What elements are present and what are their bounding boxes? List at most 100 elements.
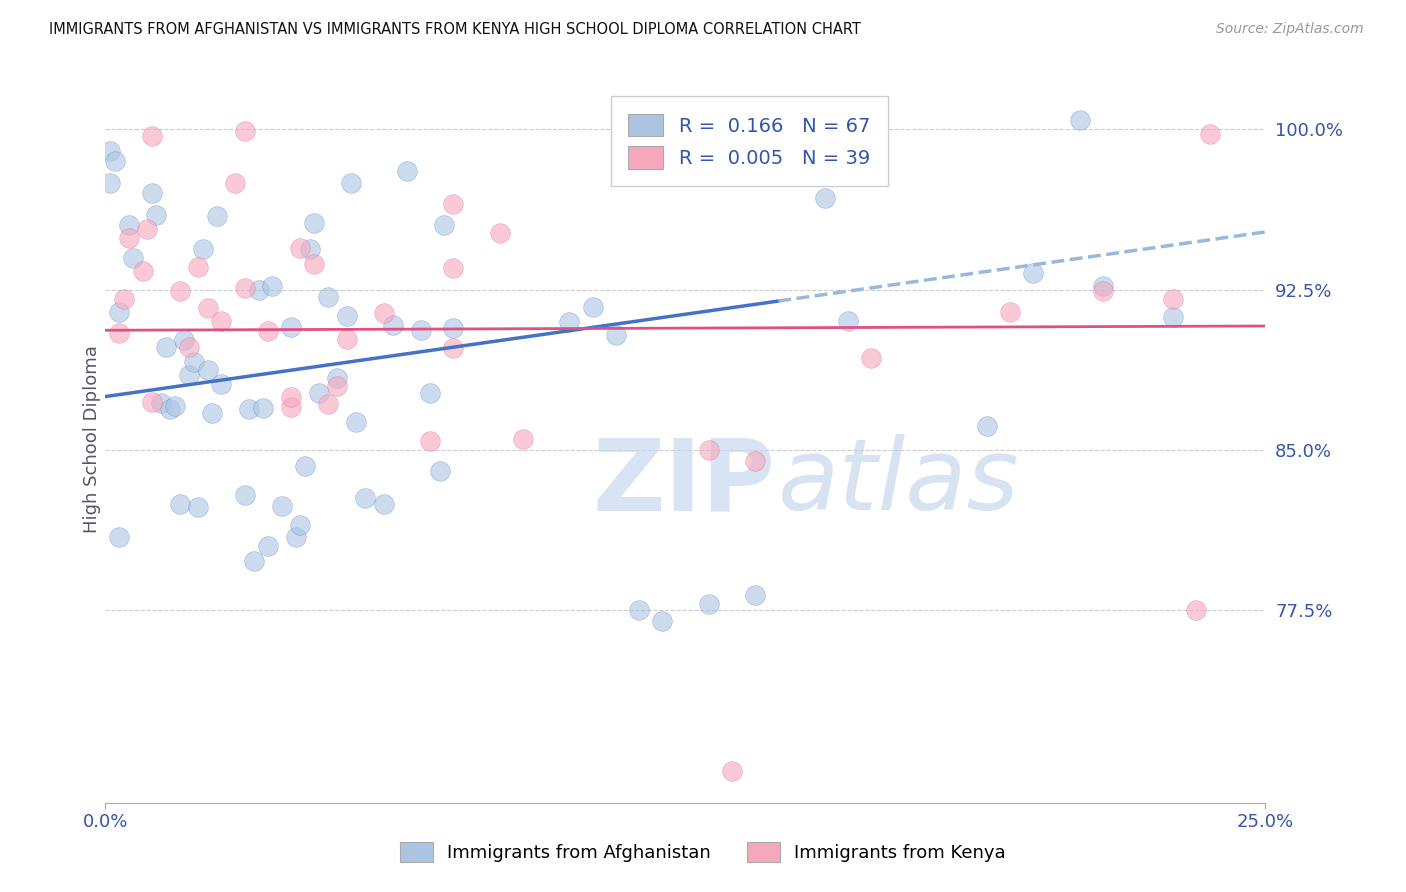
Point	[187, 500, 209, 515]
Point	[1000, 305, 1022, 319]
Point	[298, 242, 321, 256]
Point	[441, 321, 464, 335]
Point	[205, 209, 228, 223]
Point	[118, 219, 141, 233]
Point	[187, 260, 209, 275]
Point	[336, 332, 359, 346]
Point	[1092, 285, 1115, 299]
Point	[373, 497, 395, 511]
Point	[155, 340, 177, 354]
Point	[141, 394, 163, 409]
Point	[177, 340, 200, 354]
Point	[280, 319, 302, 334]
Point	[224, 176, 246, 190]
Point	[233, 281, 256, 295]
Point	[197, 301, 219, 315]
Point	[605, 327, 627, 342]
Point	[98, 144, 121, 158]
Point	[270, 499, 292, 513]
Point	[104, 154, 127, 169]
Point	[280, 401, 302, 415]
Text: IMMIGRANTS FROM AFGHANISTAN VS IMMIGRANTS FROM KENYA HIGH SCHOOL DIPLOMA CORRELA: IMMIGRANTS FROM AFGHANISTAN VS IMMIGRANT…	[49, 22, 860, 37]
Point	[441, 341, 464, 355]
Point	[183, 355, 205, 369]
Point	[262, 278, 284, 293]
Point	[141, 186, 163, 201]
Point	[145, 208, 167, 222]
Point	[112, 293, 135, 307]
Legend: Immigrants from Afghanistan, Immigrants from Kenya: Immigrants from Afghanistan, Immigrants …	[394, 834, 1012, 870]
Point	[396, 164, 419, 178]
Point	[290, 517, 312, 532]
Point	[243, 554, 266, 568]
Point	[211, 314, 233, 328]
Point	[382, 318, 405, 332]
Point	[316, 290, 339, 304]
Text: ZIP: ZIP	[593, 434, 776, 532]
Point	[1185, 603, 1208, 617]
Point	[201, 406, 224, 420]
Point	[419, 386, 441, 401]
Point	[354, 491, 377, 506]
Text: atlas: atlas	[779, 434, 1019, 532]
Point	[150, 395, 173, 409]
Point	[191, 242, 214, 256]
Point	[108, 305, 131, 319]
Point	[122, 251, 145, 265]
Point	[304, 216, 326, 230]
Point	[721, 764, 744, 778]
Point	[159, 401, 181, 416]
Point	[108, 530, 131, 544]
Point	[284, 530, 307, 544]
Point	[197, 362, 219, 376]
Point	[697, 442, 720, 457]
Point	[336, 309, 359, 323]
Point	[582, 300, 605, 314]
Point	[326, 371, 349, 385]
Point	[233, 124, 256, 138]
Point	[257, 539, 280, 553]
Point	[173, 333, 195, 347]
Point	[489, 226, 512, 240]
Point	[304, 257, 326, 271]
Point	[98, 176, 121, 190]
Point	[247, 283, 270, 297]
Point	[558, 315, 581, 329]
Point	[628, 603, 651, 617]
Point	[280, 390, 302, 404]
Point	[651, 614, 673, 628]
Point	[177, 368, 200, 382]
Point	[1198, 127, 1220, 141]
Point	[373, 306, 395, 320]
Point	[308, 386, 330, 401]
Y-axis label: High School Diploma: High School Diploma	[83, 345, 101, 533]
Point	[860, 351, 883, 366]
Point	[976, 419, 998, 434]
Point	[409, 323, 432, 337]
Point	[294, 459, 316, 474]
Point	[252, 401, 274, 415]
Point	[340, 176, 363, 190]
Point	[1161, 292, 1184, 306]
Point	[211, 376, 233, 391]
Point	[441, 261, 464, 276]
Point	[163, 400, 186, 414]
Point	[316, 397, 339, 411]
Point	[512, 432, 534, 446]
Point	[344, 415, 367, 429]
Point	[326, 379, 349, 393]
Point	[1161, 310, 1184, 325]
Point	[141, 128, 163, 143]
Point	[233, 488, 256, 502]
Point	[419, 434, 441, 449]
Point	[108, 326, 131, 341]
Point	[1022, 266, 1045, 280]
Point	[441, 197, 464, 211]
Point	[744, 588, 766, 602]
Point	[131, 264, 153, 278]
Point	[813, 190, 835, 204]
Point	[136, 222, 159, 236]
Point	[744, 453, 766, 467]
Point	[1092, 279, 1115, 293]
Point	[238, 402, 260, 417]
